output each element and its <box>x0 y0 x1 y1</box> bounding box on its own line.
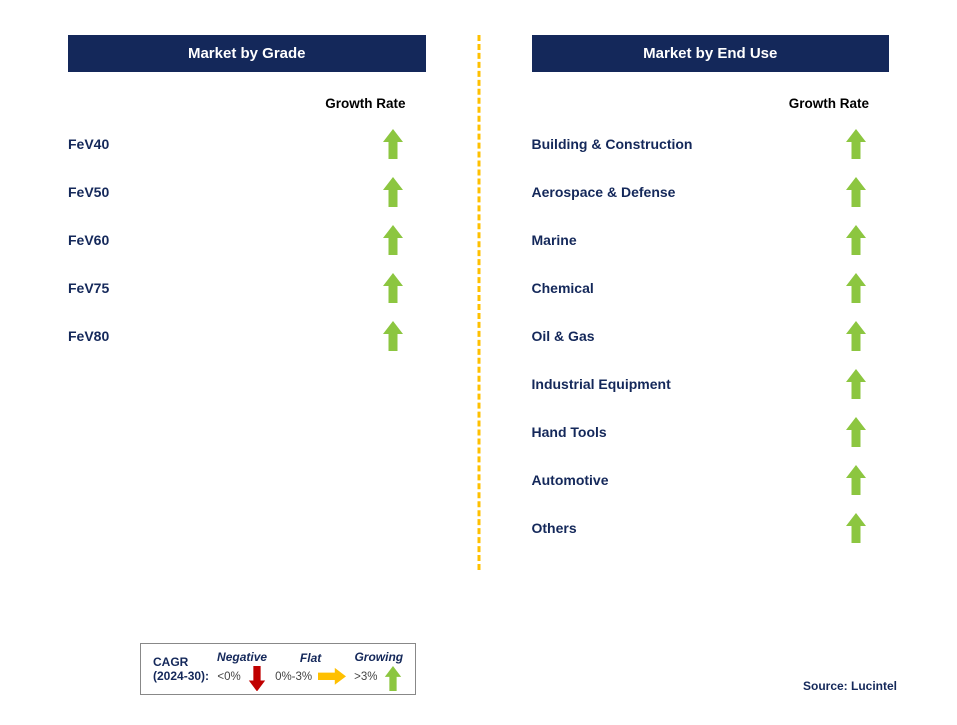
arrow-up-icon <box>382 225 404 255</box>
legend-negative-label: Negative <box>217 650 267 664</box>
panel-header-grade: Market by Grade <box>68 35 426 72</box>
enduse-label: Others <box>532 520 577 536</box>
legend-negative-range: <0% <box>217 671 240 683</box>
grade-label: FeV75 <box>68 280 109 296</box>
panel-header-enduse: Market by End Use <box>532 35 890 72</box>
enduse-label: Aerospace & Defense <box>532 184 676 200</box>
legend-negative: Negative <0% <box>217 650 267 688</box>
legend-cagr-label: CAGR (2024-30): <box>153 655 209 684</box>
arrow-up-icon <box>845 129 867 159</box>
grade-rows: FeV40 FeV50 FeV60 FeV75 FeV80 <box>40 129 454 351</box>
grade-label: FeV40 <box>68 136 109 152</box>
enduse-row: Oil & Gas <box>504 321 918 351</box>
enduse-row: Marine <box>504 225 918 255</box>
enduse-row: Aerospace & Defense <box>504 177 918 207</box>
arrow-up-icon <box>845 417 867 447</box>
growth-header-left: Growth Rate <box>40 96 454 111</box>
enduse-row: Others <box>504 513 918 543</box>
source-label: Source: Lucintel <box>803 679 897 693</box>
legend-cagr-line1: CAGR <box>153 655 188 669</box>
legend-growing-range: >3% <box>354 671 377 683</box>
legend-cagr-line2: (2024-30): <box>153 669 209 683</box>
panel-market-by-enduse: Market by End Use Growth Rate Building &… <box>479 35 918 595</box>
arrow-down-icon <box>247 666 267 688</box>
arrow-up-icon <box>382 129 404 159</box>
arrow-up-icon <box>845 321 867 351</box>
arrow-up-icon <box>845 369 867 399</box>
grade-label: FeV80 <box>68 328 109 344</box>
grade-row: FeV40 <box>40 129 454 159</box>
enduse-label: Hand Tools <box>532 424 607 440</box>
legend-flat: Flat 0%-3% <box>275 651 346 687</box>
arrow-up-icon <box>845 513 867 543</box>
growth-header-right: Growth Rate <box>504 96 918 111</box>
arrow-up-icon <box>382 321 404 351</box>
grade-row: FeV50 <box>40 177 454 207</box>
legend-growing: Growing >3% <box>354 650 403 688</box>
arrow-up-icon <box>845 177 867 207</box>
arrow-up-icon <box>382 177 404 207</box>
legend-flat-range: 0%-3% <box>275 671 312 683</box>
legend-flat-label: Flat <box>300 651 321 665</box>
enduse-rows: Building & Construction Aerospace & Defen… <box>504 129 918 543</box>
legend-box: CAGR (2024-30): Negative <0% Flat 0%-3% … <box>140 643 416 695</box>
enduse-label: Industrial Equipment <box>532 376 671 392</box>
enduse-label: Oil & Gas <box>532 328 595 344</box>
arrow-up-icon <box>845 273 867 303</box>
grade-row: FeV75 <box>40 273 454 303</box>
arrow-up-icon <box>383 666 403 688</box>
grade-row: FeV80 <box>40 321 454 351</box>
enduse-label: Marine <box>532 232 577 248</box>
main-container: Market by Grade Growth Rate FeV40FeV50Fe… <box>0 0 957 615</box>
panel-market-by-grade: Market by Grade Growth Rate FeV40FeV50Fe… <box>40 35 479 595</box>
enduse-label: Building & Construction <box>532 136 693 152</box>
arrow-up-icon <box>845 225 867 255</box>
enduse-row: Chemical <box>504 273 918 303</box>
grade-label: FeV60 <box>68 232 109 248</box>
grade-row: FeV60 <box>40 225 454 255</box>
arrow-right-icon <box>318 667 346 687</box>
enduse-row: Industrial Equipment <box>504 369 918 399</box>
enduse-row: Hand Tools <box>504 417 918 447</box>
arrow-up-icon <box>382 273 404 303</box>
arrow-up-icon <box>845 465 867 495</box>
enduse-row: Building & Construction <box>504 129 918 159</box>
legend-growing-label: Growing <box>354 650 403 664</box>
grade-label: FeV50 <box>68 184 109 200</box>
enduse-label: Chemical <box>532 280 594 296</box>
enduse-label: Automotive <box>532 472 609 488</box>
enduse-row: Automotive <box>504 465 918 495</box>
